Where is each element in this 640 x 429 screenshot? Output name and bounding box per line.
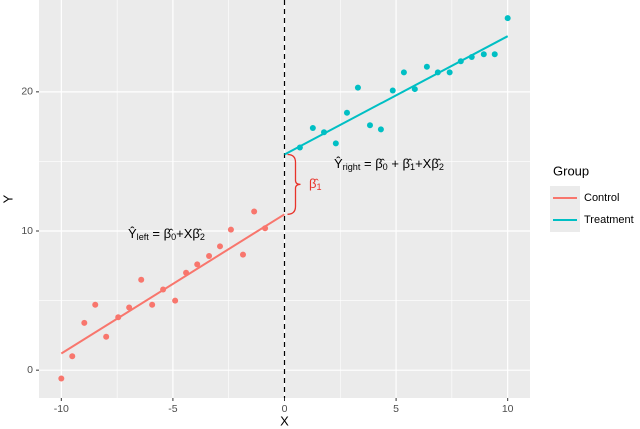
point [309,125,316,132]
point [343,109,350,116]
point [69,353,76,360]
point [138,276,145,283]
annotation-subscript: 0 [383,162,388,172]
point [81,319,88,326]
point [411,86,418,93]
x-axis-title: X [280,413,289,428]
brace [287,153,301,215]
x-tick-label: -5 [168,403,177,415]
point [217,243,224,250]
point [446,69,453,76]
point [92,301,99,308]
annotation-text: Ŷ [334,156,343,171]
point [480,51,487,58]
point [377,126,384,133]
point [172,297,179,304]
y-tick-label: 10 [21,225,33,237]
point [491,51,498,58]
legend-label: Treatment [584,214,634,226]
point [251,208,258,215]
point [332,140,339,147]
annotation-subscript: 1 [410,162,415,172]
annotation-text: +Xβ̂ [415,156,442,171]
point [423,63,430,70]
x-tick-label: 10 [502,403,514,415]
x-tick-label: 0 [282,403,288,415]
annotation-text: = β̂ [149,226,174,241]
x-tick-label: 5 [393,403,399,415]
point [103,333,110,340]
annotation-subscript: 2 [439,162,444,172]
point [354,84,361,91]
legend-key-bg [550,186,580,232]
point [227,226,234,233]
annotation-subscript: left [137,232,150,242]
point [389,87,396,94]
point [400,69,407,76]
point [366,122,373,129]
legend-title: Group [553,163,589,178]
annotation-text: +Xβ̂ [176,226,203,241]
point [239,251,246,258]
point [149,301,156,308]
annotation: Ŷright = β̂0 + β̂1+Xβ̂2 [334,156,444,172]
point [126,304,133,311]
annotation-subscript: 0 [171,232,176,242]
point [504,15,511,22]
y-axis-title: Y [0,194,15,203]
annotation-text: Ŷ [128,226,137,241]
legend-label: Control [584,192,619,204]
y-tick-label: 20 [21,86,33,98]
annotation-subscript: 1 [316,182,321,192]
y-tick-label: 0 [27,364,33,376]
annotation-subscript: right [343,162,361,172]
point [58,375,65,382]
annotation: Ŷleft = β̂0+Xβ̂2 [128,226,205,242]
point [194,261,201,268]
point [206,253,213,260]
annotation-subscript: 2 [200,232,205,242]
annotation-text: + β̂ [388,156,413,171]
fit-line [284,35,509,156]
annotation: β̂1 [309,176,322,192]
annotation-text: β̂ [309,176,319,191]
fit-line [60,213,286,355]
x-tick-label: -10 [54,403,69,415]
annotation-text: = β̂ [360,156,385,171]
